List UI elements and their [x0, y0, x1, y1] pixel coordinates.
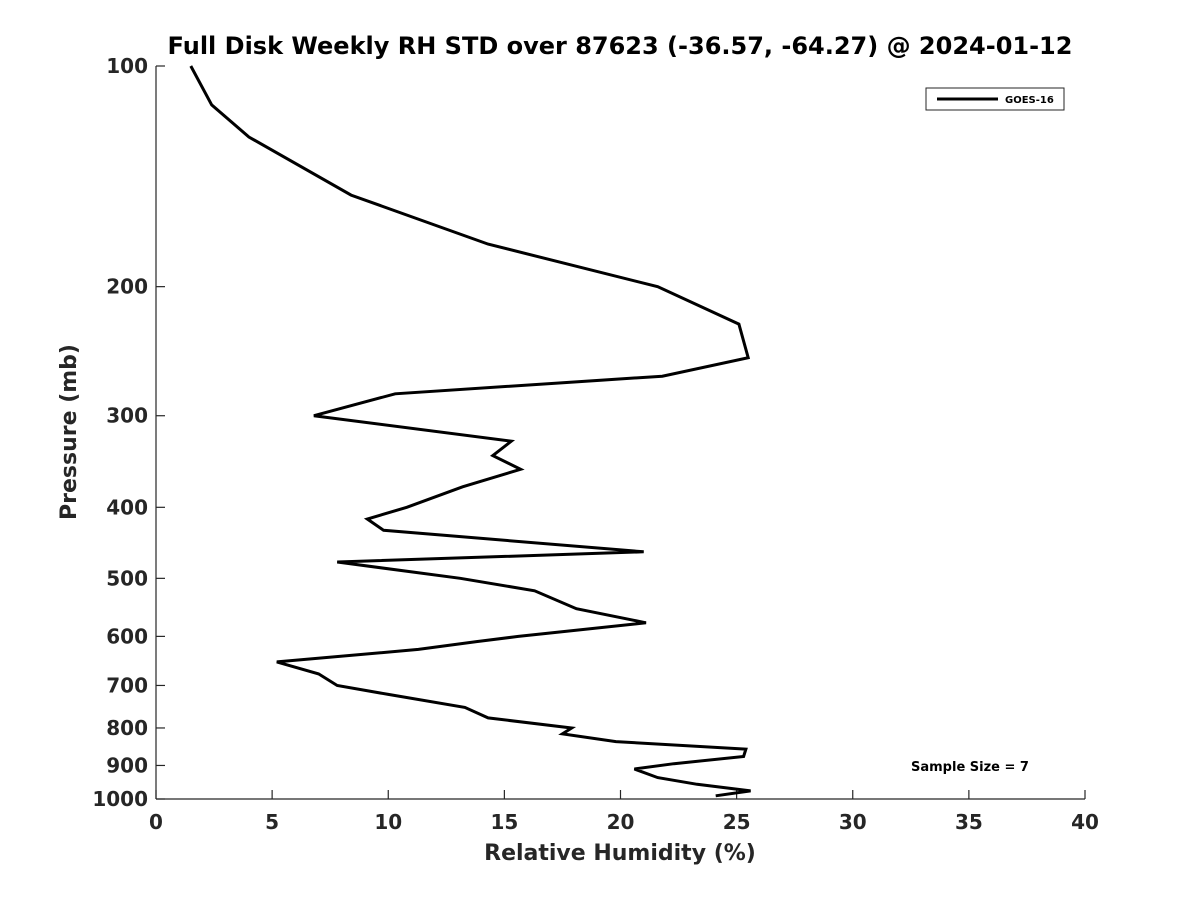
chart-title: Full Disk Weekly RH STD over 87623 (-36.…: [168, 32, 1073, 60]
y-tick-label: 500: [106, 566, 148, 590]
y-axis-ticks: 100 200 300 400 500 600 700 800 900 1000: [92, 54, 165, 811]
legend: GOES-16: [925, 87, 1065, 111]
x-tick-label: 40: [1071, 810, 1099, 834]
x-tick-label: 30: [839, 810, 867, 834]
x-tick-label: 10: [374, 810, 402, 834]
x-axis-label: Relative Humidity (%): [484, 841, 756, 866]
x-tick-label: 15: [490, 810, 518, 834]
y-tick-label: 1000: [92, 787, 148, 811]
x-axis-ticks: 0 5 10 15 20 25 30 35 40: [149, 790, 1099, 834]
y-tick-label: 100: [106, 54, 148, 78]
y-tick-label: 800: [106, 716, 148, 740]
y-tick-label: 900: [106, 753, 148, 777]
series-layer: [189, 65, 751, 798]
sample-size-annotation: Sample Size = 7: [911, 760, 1029, 775]
x-tick-label: 35: [955, 810, 983, 834]
y-tick-label: 200: [106, 275, 148, 299]
series-line-goes16: [189, 65, 751, 798]
y-tick-label: 700: [106, 673, 148, 697]
plot-area: [156, 66, 1085, 799]
x-tick-label: 5: [265, 810, 279, 834]
legend-label-goes16: GOES-16: [1005, 95, 1054, 106]
x-tick-label: 25: [723, 810, 751, 834]
y-tick-label: 600: [106, 624, 148, 648]
x-tick-label: 0: [149, 810, 163, 834]
y-tick-label: 400: [106, 495, 148, 519]
y-tick-label: 300: [106, 404, 148, 428]
y-axis-label: Pressure (mb): [57, 344, 82, 520]
x-tick-label: 20: [607, 810, 635, 834]
